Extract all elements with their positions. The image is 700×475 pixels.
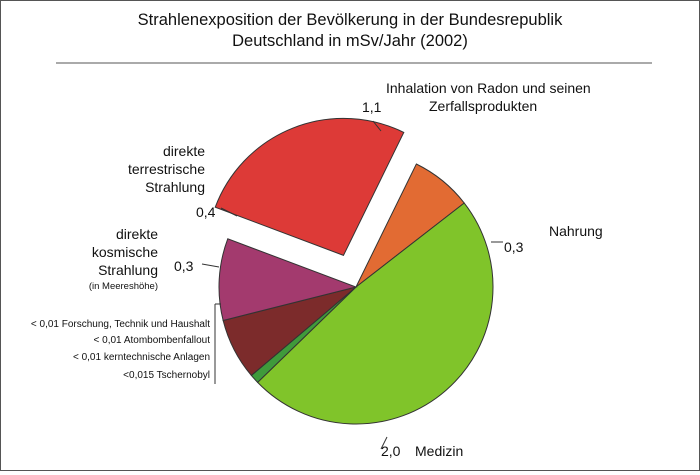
leader-line-kosmisch (201, 263, 220, 268)
label-nahrung: Nahrung (549, 223, 603, 239)
label-medizin: Medizin (415, 443, 463, 459)
value-kosmisch: 0,3 (174, 258, 194, 274)
small-source-forschung: < 0,01 Forschung, Technik und Haushalt (31, 319, 210, 330)
small-source-kerntechnik: < 0,01 kerntechnische Anlagen (73, 352, 210, 363)
leader-lines (201, 120, 503, 450)
value-terrestrisch: 0,4 (196, 204, 216, 220)
label-terrestrisch-line-2: terrestrische (128, 161, 205, 177)
small-source-tschernobyl: <0,015 Tschernobyl (123, 370, 210, 381)
small-source-atombombenfallout: < 0,01 Atombombenfallout (94, 335, 211, 346)
label-radon-line-2: Zerfallsprodukten (429, 98, 537, 114)
label-kosmisch-line-1: direkte (116, 226, 158, 242)
label-terrestrisch-line-3: Strahlung (145, 179, 205, 195)
value-nahrung: 0,3 (504, 239, 524, 255)
value-radon: 1,1 (362, 99, 382, 115)
label-terrestrisch-line-1: direkte (163, 143, 205, 159)
pie-slice-zerfallsprodukten-0 (214, 117, 405, 257)
label-kosmisch-note: (in Meereshöhe) (89, 281, 158, 292)
value-medizin: 2,0 (381, 443, 401, 459)
leader-line-medizin (380, 436, 388, 450)
pie-slices (214, 117, 494, 425)
pie-slice-strahlung-5 (218, 238, 358, 322)
chart-title-line-1: Strahlenexposition der Bevölkerung in de… (138, 11, 563, 29)
label-kosmisch-line-3: Strahlung (98, 262, 158, 278)
pie-slice-medizin-2 (256, 202, 494, 425)
label-radon-line-1: Inhalation von Radon und seinen (386, 80, 591, 96)
label-kosmisch-line-2: kosmische (92, 244, 158, 260)
leader-line-terrestrisch (220, 207, 238, 217)
chart-title-line-2: Deutschland in mSv/Jahr (2002) (232, 32, 468, 50)
leader-line-radon (372, 120, 382, 132)
